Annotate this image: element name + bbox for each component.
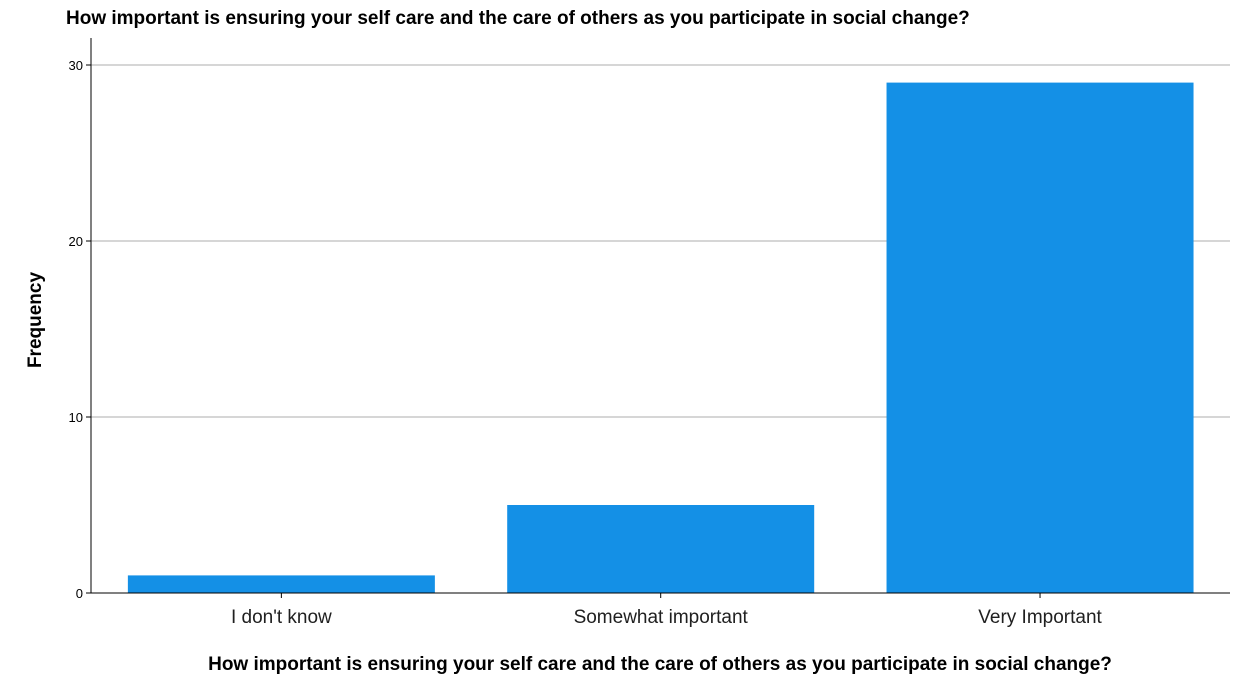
- bars: [127, 82, 1194, 593]
- y-tick-label: 30: [69, 58, 83, 73]
- bar: [507, 505, 815, 593]
- x-tick-label: Somewhat important: [574, 607, 749, 628]
- bar: [127, 575, 435, 593]
- x-axis-ticks: I don't know Somewhat important Very Impor…: [231, 593, 1103, 628]
- y-tick-label: 10: [69, 410, 83, 425]
- y-axis-title: Frequency: [25, 272, 46, 369]
- x-tick-label: Very Important: [978, 607, 1102, 628]
- y-tick-label: 20: [69, 234, 83, 249]
- bar: [886, 82, 1194, 593]
- chart-title: How important is ensuring your self care…: [66, 8, 970, 29]
- y-tick-label: 0: [76, 586, 83, 601]
- x-tick-label: I don't know: [231, 607, 332, 628]
- y-axis-ticks: 0 10 20 30: [69, 58, 91, 601]
- x-axis-title: How important is ensuring your self care…: [208, 654, 1112, 675]
